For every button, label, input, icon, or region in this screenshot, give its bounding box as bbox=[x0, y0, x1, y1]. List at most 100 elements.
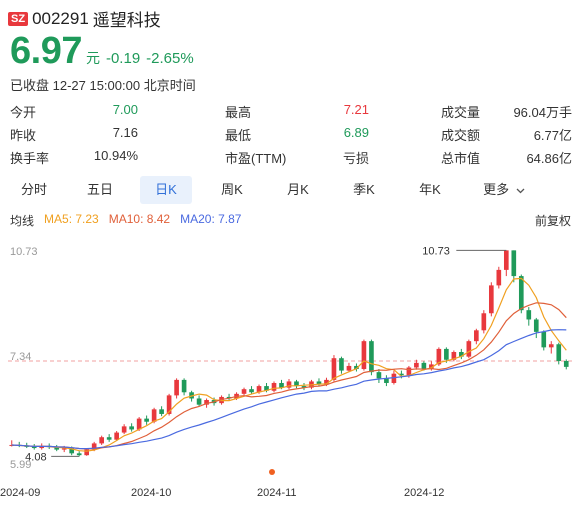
stat-value: 6.77亿 bbox=[533, 128, 572, 143]
market-badge: SZ bbox=[8, 11, 29, 26]
tab-yearly-k[interactable]: 年K bbox=[419, 182, 441, 197]
stat-turnover-amount: 成交额 6.77亿 bbox=[441, 125, 572, 144]
candle-body bbox=[151, 409, 157, 422]
stat-label: 最高 bbox=[225, 105, 252, 120]
stat-label: 最低 bbox=[225, 128, 252, 143]
candle-body bbox=[421, 362, 427, 370]
candle-body bbox=[331, 358, 337, 380]
candle-body bbox=[526, 310, 532, 320]
candle-body bbox=[451, 352, 457, 360]
candle-body bbox=[69, 448, 75, 454]
stats-table: 今开 7.00 最高 7.21 成交量 96.04万手 昨收 7.16 最低 6.89 成… bbox=[10, 100, 572, 169]
stat-value: 7.21 bbox=[343, 102, 369, 117]
candle-body bbox=[503, 250, 509, 270]
current-price: 6.97 bbox=[10, 30, 82, 72]
stock-code: 002291 bbox=[32, 8, 89, 28]
candle-body bbox=[61, 448, 67, 450]
tab-five-day[interactable]: 五日 bbox=[86, 182, 113, 197]
candle-body bbox=[144, 418, 149, 422]
candle-body bbox=[346, 365, 352, 371]
candle-body bbox=[129, 426, 134, 430]
candle-body bbox=[279, 382, 284, 388]
price-change: -0.19 bbox=[105, 50, 141, 67]
candle-body bbox=[271, 382, 277, 391]
candle-body bbox=[286, 381, 292, 388]
candle-body bbox=[301, 386, 307, 388]
ma5-line bbox=[11, 277, 567, 452]
candle-body bbox=[474, 330, 479, 342]
x-label: 2024-09 bbox=[0, 487, 40, 499]
candle-body bbox=[541, 331, 547, 348]
candle-body bbox=[264, 386, 269, 391]
candle-body bbox=[324, 379, 329, 385]
candle-body bbox=[459, 352, 464, 357]
min-price-label: 4.08 bbox=[25, 451, 46, 463]
candle-body bbox=[189, 392, 194, 399]
candle-body bbox=[399, 373, 404, 376]
candle-body bbox=[181, 379, 187, 393]
market-status: 已收盘 12-27 15:00:00 北京时间 bbox=[10, 78, 196, 93]
candle-body bbox=[31, 446, 37, 449]
stat-volume: 成交量 96.04万手 bbox=[441, 102, 572, 121]
candle-body bbox=[99, 437, 104, 444]
stat-label: 今开 bbox=[10, 105, 37, 120]
candle-body bbox=[466, 341, 472, 357]
price-row: 6.97 元 -0.19 -2.65% bbox=[10, 30, 194, 73]
candle-body bbox=[91, 443, 97, 450]
candle-body bbox=[444, 348, 449, 360]
stat-market-cap: 总市值 64.86亿 bbox=[441, 148, 572, 167]
page-indicator-dot bbox=[269, 469, 275, 475]
y-label-bottom: 5.99 bbox=[10, 459, 31, 471]
stat-label: 昨收 bbox=[10, 128, 37, 143]
tab-weekly-k[interactable]: 周K bbox=[221, 182, 243, 197]
tab-more[interactable]: 更多 bbox=[478, 176, 530, 204]
candle-body bbox=[436, 348, 442, 365]
stat-label: 成交量 bbox=[441, 105, 481, 120]
stat-turnover-rate: 换手率 10.94% bbox=[10, 148, 138, 167]
candle-body bbox=[376, 372, 382, 379]
stats-row: 昨收 7.16 最低 6.89 成交额 6.77亿 bbox=[10, 123, 572, 146]
candle-body bbox=[241, 389, 247, 394]
candles-group bbox=[9, 250, 569, 457]
x-label: 2024-11 bbox=[257, 487, 297, 499]
stat-label: 总市值 bbox=[441, 151, 481, 166]
ma-label: 均线 bbox=[10, 214, 35, 228]
candle-body bbox=[159, 409, 164, 414]
candle-body bbox=[406, 367, 412, 376]
stat-label: 市盈(TTM) bbox=[225, 151, 287, 166]
ma-lines-group bbox=[11, 277, 567, 452]
stat-label: 换手率 bbox=[10, 151, 50, 166]
tab-intraday[interactable]: 分时 bbox=[20, 182, 47, 197]
candle-body bbox=[496, 269, 502, 286]
tab-more-label: 更多 bbox=[483, 182, 510, 197]
x-label: 2024-10 bbox=[131, 487, 171, 499]
max-price-label: 10.73 bbox=[422, 245, 450, 257]
y-label-top: 10.73 bbox=[10, 246, 38, 258]
candle-body bbox=[429, 364, 434, 370]
candle-body bbox=[294, 381, 299, 387]
candle-body bbox=[414, 362, 419, 368]
kline-chart[interactable]: 10.73 7.34 5.99 10.73 4.08 2024-09 2024-1… bbox=[0, 236, 581, 509]
adjust-toggle[interactable]: 前复权 bbox=[534, 214, 571, 228]
candle-body bbox=[556, 344, 562, 361]
candle-body bbox=[204, 400, 209, 405]
candle-body bbox=[136, 418, 142, 430]
stock-header: SZ 002291 遥望科技 bbox=[8, 6, 161, 31]
stats-row: 今开 7.00 最高 7.21 成交量 96.04万手 bbox=[10, 100, 572, 123]
candle-body bbox=[533, 319, 539, 332]
candle-body bbox=[369, 341, 374, 373]
candle-body bbox=[39, 445, 45, 449]
tab-monthly-k[interactable]: 月K bbox=[287, 182, 309, 197]
candle-body bbox=[196, 398, 202, 405]
stat-open: 今开 7.00 bbox=[10, 102, 138, 121]
chevron-down-icon bbox=[516, 188, 525, 193]
candle-body bbox=[354, 365, 359, 370]
stat-high: 最高 7.21 bbox=[225, 102, 369, 121]
tab-quarterly-k[interactable]: 季K bbox=[353, 182, 375, 197]
ma-legend: 均线 MA5: 7.23 MA10: 8.42 MA20: 7.87 前复权 bbox=[10, 212, 571, 229]
candle-body bbox=[121, 426, 127, 433]
tab-daily-k[interactable]: 日K bbox=[140, 176, 192, 204]
candle-body bbox=[481, 313, 487, 331]
candle-body bbox=[518, 276, 524, 311]
candle-body bbox=[174, 379, 179, 396]
